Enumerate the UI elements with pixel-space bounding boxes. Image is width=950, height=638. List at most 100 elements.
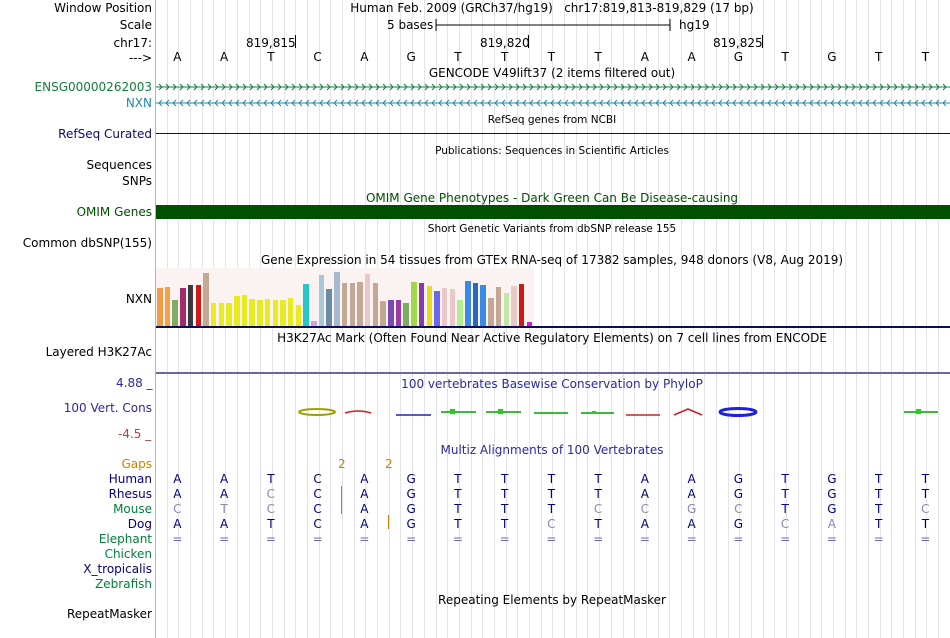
insertion-mark [388, 515, 389, 529]
species-label[interactable]: Elephant [98, 532, 152, 546]
gtex-tissue-bar[interactable] [311, 321, 317, 326]
gtex-tissue-bar[interactable] [418, 283, 425, 326]
grid-line [891, 0, 893, 638]
alignment-base: A [687, 487, 696, 501]
gap-mark: 2 [385, 457, 393, 471]
gtex-tissue-bar[interactable] [272, 300, 279, 326]
alignment-base: T [547, 502, 556, 516]
alignment-base: = [593, 532, 604, 546]
gtex-tissue-bar[interactable] [287, 298, 294, 326]
gtex-bar-chart[interactable] [156, 268, 534, 326]
gtex-tissue-bar[interactable] [380, 301, 386, 326]
gtex-tissue-bar[interactable] [372, 283, 379, 326]
grid-line [575, 0, 577, 638]
gtex-tissue-bar[interactable] [434, 291, 440, 326]
gtex-tissue-bar[interactable] [526, 322, 533, 326]
species-label[interactable]: Mouse [113, 502, 152, 516]
grid-line [587, 0, 589, 638]
grid-line [914, 0, 916, 638]
gtex-tissue-bar[interactable] [180, 288, 186, 326]
gene-track-nxn[interactable] [156, 97, 950, 109]
alignment-base: A [640, 487, 649, 501]
omim-gene-bar[interactable] [156, 205, 950, 219]
gtex-tissue-bar[interactable] [364, 274, 371, 326]
gene-label-ensg[interactable]: ENSG00000262003 [34, 80, 152, 94]
gtex-tissue-bar[interactable] [341, 283, 348, 326]
gtex-tissue-bar[interactable] [164, 287, 171, 326]
species-label[interactable]: Rhesus [108, 487, 152, 501]
gtex-gene-label[interactable]: NXN [125, 292, 152, 306]
gtex-tissue-bar[interactable] [157, 288, 163, 326]
gtex-tissue-bar[interactable] [495, 287, 502, 326]
gtex-tissue-bar[interactable] [472, 283, 479, 326]
gtex-tissue-bar[interactable] [511, 286, 517, 326]
reference-base: A [220, 50, 229, 64]
repeatmasker-label[interactable]: RepeatMasker [66, 607, 152, 621]
gtex-tissue-bar[interactable] [457, 300, 463, 326]
gtex-tissue-bar[interactable] [203, 273, 209, 326]
gtex-tissue-bar[interactable] [295, 305, 302, 326]
grid-line [938, 0, 940, 638]
conservation-logo[interactable] [156, 400, 950, 424]
gene-track-ensg[interactable] [156, 81, 950, 93]
refseq-line[interactable] [156, 133, 950, 134]
gtex-tissue-bar[interactable] [195, 285, 202, 326]
gtex-tissue-bar[interactable] [280, 300, 286, 326]
publications-label[interactable]: Sequences [86, 158, 152, 172]
alignment-base: T [454, 517, 462, 531]
gtex-tissue-bar[interactable] [411, 282, 417, 326]
alignment-base: C [640, 502, 650, 516]
grid-line [692, 0, 694, 638]
gtex-tissue-bar[interactable] [349, 283, 356, 326]
gtex-tissue-bar[interactable] [449, 289, 456, 326]
gtex-tissue-bar[interactable] [488, 298, 494, 326]
gtex-tissue-bar[interactable] [357, 282, 363, 326]
alignment-base: = [312, 532, 323, 546]
gtex-tissue-bar[interactable] [441, 288, 448, 326]
h3k27ac-label[interactable]: Layered H3K27Ac [45, 345, 152, 359]
gtex-tissue-bar[interactable] [303, 284, 309, 326]
gtex-tissue-bar[interactable] [264, 299, 271, 326]
gtex-tissue-bar[interactable] [480, 285, 486, 326]
species-label[interactable]: X_tropicalis [83, 562, 152, 576]
gtex-tissue-bar[interactable] [465, 281, 471, 326]
gtex-tissue-bar[interactable] [334, 272, 340, 326]
grid-line [751, 0, 753, 638]
dbsnp-label[interactable]: Common dbSNP(155) [22, 236, 152, 250]
refseq-label[interactable]: RefSeq Curated [58, 127, 152, 141]
alignment-base: T [500, 517, 509, 531]
gtex-tissue-bar[interactable] [388, 300, 394, 326]
species-label[interactable]: Human [108, 472, 152, 486]
alignment-base: T [547, 472, 556, 486]
gtex-tissue-bar[interactable] [234, 296, 240, 326]
gtex-tissue-bar[interactable] [326, 289, 332, 326]
gencode-title: GENCODE V49lift37 (2 items filtered out) [428, 66, 676, 80]
gtex-tissue-bar[interactable] [187, 285, 194, 326]
gtex-tissue-bar[interactable] [518, 284, 525, 326]
conservation-label[interactable]: 100 Vert. Cons [63, 401, 152, 415]
snps-label[interactable]: SNPs [122, 174, 152, 188]
gtex-tissue-bar[interactable] [318, 275, 325, 326]
gtex-tissue-bar[interactable] [226, 303, 232, 326]
gtex-tissue-bar[interactable] [241, 295, 248, 326]
gtex-tissue-bar[interactable] [257, 300, 263, 326]
gtex-tissue-bar[interactable] [218, 303, 225, 326]
gtex-tissue-bar[interactable] [426, 286, 433, 326]
gtex-tissue-bar[interactable] [403, 303, 409, 326]
species-label[interactable]: Chicken [104, 547, 152, 561]
gtex-tissue-bar[interactable] [249, 299, 255, 326]
species-label[interactable]: Zebrafish [95, 577, 152, 591]
alignment-base: T [874, 472, 883, 486]
species-label[interactable]: Dog [127, 517, 152, 531]
omim-label[interactable]: OMIM Genes [76, 205, 152, 219]
grid-line [599, 0, 601, 638]
gtex-tissue-bar[interactable] [210, 303, 217, 326]
gene-label-nxn[interactable]: NXN [125, 96, 152, 110]
gtex-tissue-bar[interactable] [503, 293, 510, 326]
grid-line [727, 0, 729, 638]
scale-bar-text: 5 bases [387, 18, 434, 32]
gtex-tissue-bar[interactable] [395, 300, 402, 326]
gtex-tissue-bar[interactable] [172, 300, 178, 326]
grid-line [879, 0, 881, 638]
gap-mark: 2 [338, 457, 346, 471]
